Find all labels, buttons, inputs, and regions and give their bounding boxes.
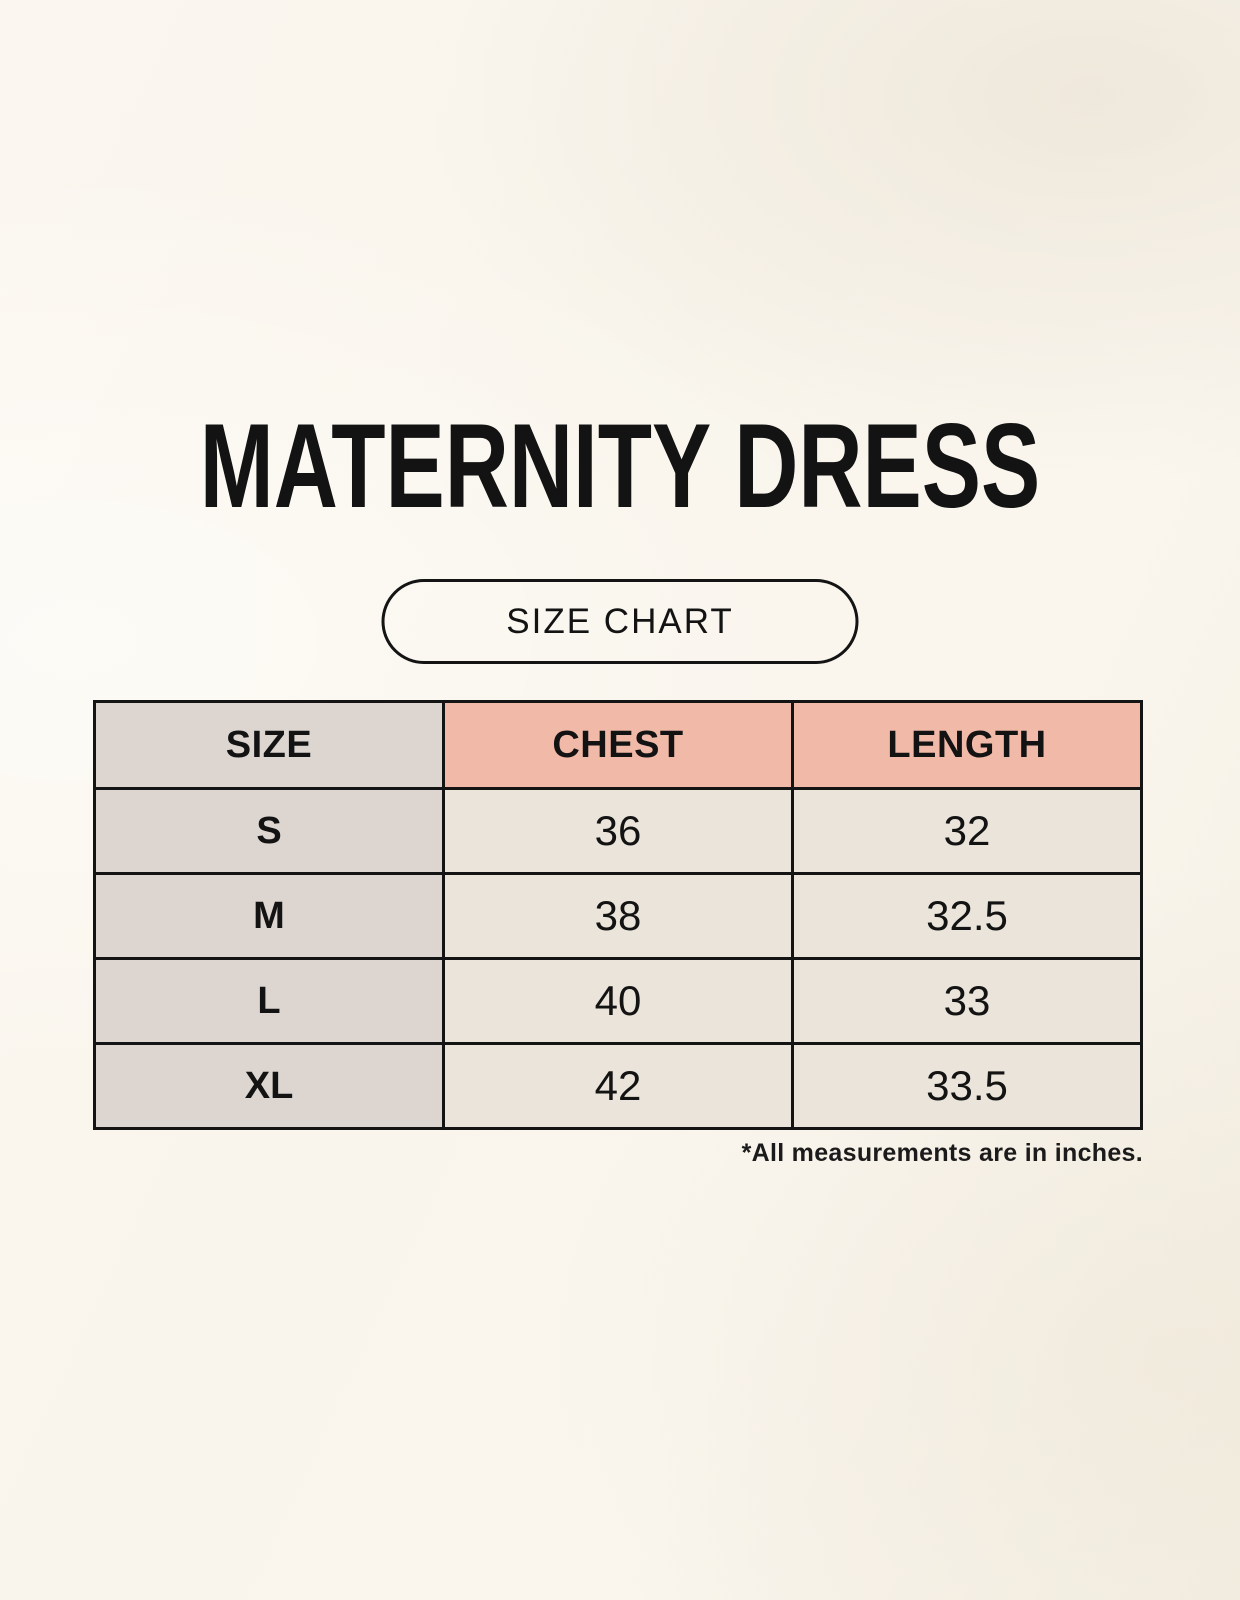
size-cell: S: [93, 787, 445, 875]
table-row: M 38 32.5: [93, 872, 1143, 960]
length-cell: 33.5: [791, 1042, 1143, 1130]
header-row: SIZE CHEST LENGTH: [93, 700, 1143, 790]
table-row: S 36 32: [93, 787, 1143, 875]
table-row: XL 42 33.5: [93, 1042, 1143, 1130]
chest-cell: 42: [442, 1042, 794, 1130]
size-chart-button-label: SIZE CHART: [506, 601, 734, 641]
size-chart-button[interactable]: SIZE CHART: [381, 579, 859, 664]
page-title: MATERNITY DRESS: [199, 399, 1041, 533]
length-cell: 32: [791, 787, 1143, 875]
size-chart-table: SIZE CHEST LENGTH S 36 32 M 38 32.5 L 40 33 XL 42 3…: [93, 700, 1143, 1130]
table-row: L 40 33: [93, 957, 1143, 1045]
column-header-size: SIZE: [93, 700, 445, 790]
size-chart-table-header: SIZE CHEST LENGTH: [93, 700, 1143, 790]
chest-cell: 36: [442, 787, 794, 875]
size-cell: L: [93, 957, 445, 1045]
chest-cell: 40: [442, 957, 794, 1045]
size-cell: M: [93, 872, 445, 960]
chest-cell: 38: [442, 872, 794, 960]
measurements-footnote: *All measurements are in inches.: [741, 1139, 1143, 1167]
size-table-body: S 36 32 M 38 32.5 L 40 33 XL 42 33.5: [93, 787, 1143, 1130]
size-cell: XL: [93, 1042, 445, 1130]
column-header-chest: CHEST: [442, 700, 794, 790]
length-cell: 33: [791, 957, 1143, 1045]
length-cell: 32.5: [791, 872, 1143, 960]
column-header-length: LENGTH: [791, 700, 1143, 790]
